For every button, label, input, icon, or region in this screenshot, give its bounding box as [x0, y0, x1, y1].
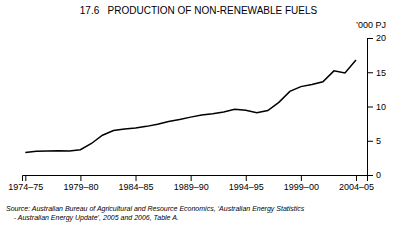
x-tick: 1999–00: [284, 175, 319, 192]
x-tick: 1984–85: [119, 175, 154, 192]
x-tick-label: 1984–85: [119, 182, 154, 192]
x-tick-label: 1979–80: [63, 182, 98, 192]
y-tick-label: 15: [376, 68, 386, 78]
y-tick-label: 10: [376, 102, 386, 112]
x-tick-label: 1994–95: [229, 182, 264, 192]
x-tick: 1989–90: [174, 175, 209, 192]
x-tick-mark: [246, 175, 247, 181]
x-tick: 1994–95: [229, 175, 264, 192]
line: [25, 60, 356, 152]
y-axis: 0 5 10 15 20: [367, 33, 386, 180]
y-tick-mark: [367, 107, 373, 108]
x-tick-mark: [191, 175, 192, 181]
x-tick-mark: [25, 175, 26, 181]
y-tick: 0: [367, 170, 381, 180]
marks: [25, 60, 356, 152]
plot: ’000 PJ 1974–75 1979–80 1984–85 1989–90 1994–…: [8, 20, 386, 192]
y-tick-mark: [367, 72, 373, 73]
title: 17.6 PRODUCTION OF NON-RENEWABLE FUELS: [80, 5, 318, 16]
x-tick-mark: [301, 175, 302, 181]
x-tick-mark: [356, 175, 357, 181]
y-tick-label: 0: [376, 170, 381, 180]
x-tick-label: 1999–00: [284, 182, 319, 192]
x-tick-label: 1989–90: [174, 182, 209, 192]
y-axis-line: [368, 39, 374, 176]
source-note: - Australian Energy Update’, 2005 and 20…: [6, 214, 179, 222]
y-tick-mark: [367, 141, 373, 142]
y-tick: 10: [367, 102, 386, 112]
x-tick-label: 1974–75: [8, 182, 43, 192]
y-axis-label: ’000 PJ: [356, 20, 386, 30]
y-tick-mark: [367, 175, 373, 176]
y-tick: 20: [367, 33, 386, 43]
y-tick: 15: [367, 68, 386, 78]
y-tick-mark: [367, 38, 373, 39]
x-tick-mark: [136, 175, 137, 181]
chart: 17.6 PRODUCTION OF NON-RENEWABLE FUELS ’0…: [0, 0, 397, 227]
x-tick: 1974–75: [8, 175, 43, 192]
source-note: Source: Australian Bureau of Agricultura…: [6, 205, 305, 213]
y-tick-label: 20: [376, 33, 386, 43]
y-tick: 5: [367, 136, 381, 146]
x-tick-label: 2004–05: [339, 182, 374, 192]
x-tick-mark: [80, 175, 81, 181]
x-tick: 1979–80: [63, 175, 98, 192]
x-tick: 2004–05: [339, 175, 374, 192]
x-axis-line: [23, 176, 368, 182]
x-axis: 1974–75 1979–80 1984–85 1989–90 1994–95 1999–…: [8, 175, 374, 192]
y-tick-label: 5: [376, 136, 381, 146]
